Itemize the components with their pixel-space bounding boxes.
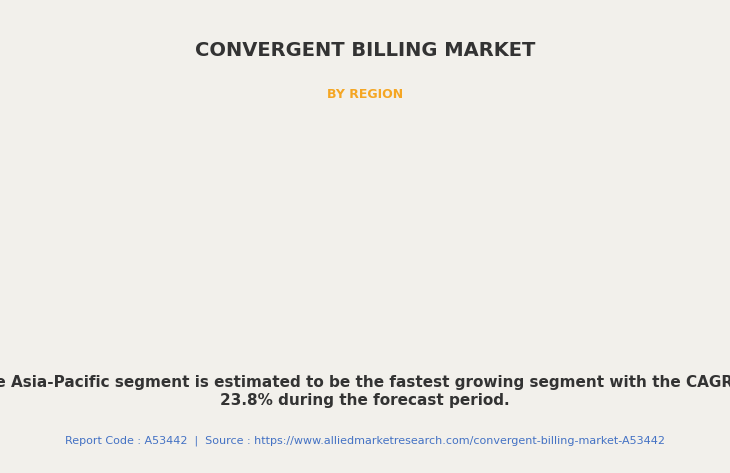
Text: The Asia-Pacific segment is estimated to be the fastest growing segment with the: The Asia-Pacific segment is estimated to… [0, 376, 730, 408]
Text: Report Code : A53442  |  Source : https://www.alliedmarketresearch.com/convergen: Report Code : A53442 | Source : https://… [65, 435, 665, 446]
Text: CONVERGENT BILLING MARKET: CONVERGENT BILLING MARKET [195, 41, 535, 60]
Text: BY REGION: BY REGION [327, 88, 403, 101]
